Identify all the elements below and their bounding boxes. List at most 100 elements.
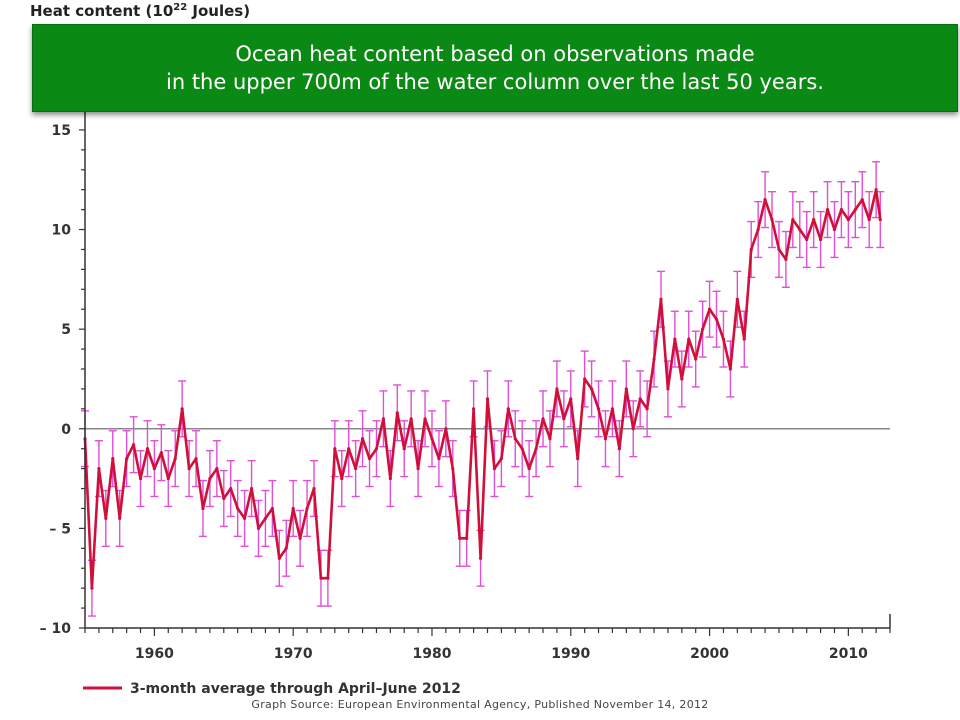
x-tick-label: 1960 bbox=[135, 646, 174, 662]
data-point bbox=[485, 397, 490, 401]
data-point bbox=[583, 377, 587, 381]
data-point bbox=[707, 307, 712, 311]
data-point bbox=[617, 447, 621, 451]
data-point bbox=[728, 367, 732, 371]
data-point bbox=[791, 217, 795, 222]
data-point bbox=[520, 447, 524, 451]
data-point bbox=[145, 447, 150, 451]
legend: 3-month average through April–June 2012 bbox=[83, 681, 461, 697]
data-point bbox=[437, 457, 441, 461]
data-point bbox=[548, 437, 552, 441]
x-tick-label: 1980 bbox=[412, 646, 451, 662]
data-point bbox=[319, 576, 323, 580]
data-point bbox=[638, 397, 642, 401]
data-point bbox=[326, 576, 330, 580]
data-point bbox=[784, 257, 788, 262]
data-point bbox=[763, 198, 767, 202]
data-point bbox=[819, 237, 823, 242]
y-tick-label: 5 bbox=[61, 322, 71, 338]
data-point bbox=[194, 457, 198, 461]
data-point bbox=[812, 217, 816, 222]
y-tick-label: – 10 bbox=[40, 621, 72, 637]
data-point bbox=[687, 337, 691, 341]
x-tick-label: 1990 bbox=[551, 646, 590, 662]
data-point bbox=[853, 208, 857, 212]
data-point bbox=[652, 357, 656, 361]
data-point bbox=[201, 506, 205, 511]
data-point bbox=[374, 447, 379, 451]
data-point bbox=[465, 536, 469, 540]
data-point bbox=[333, 447, 337, 451]
data-point bbox=[492, 467, 497, 471]
data-point bbox=[291, 506, 295, 511]
data-point bbox=[624, 387, 628, 391]
data-point bbox=[867, 217, 871, 222]
data-point bbox=[805, 237, 809, 242]
data-point bbox=[749, 247, 753, 252]
data-point bbox=[222, 496, 226, 501]
data-point bbox=[472, 407, 476, 411]
data-point bbox=[347, 447, 351, 451]
data-point bbox=[832, 227, 837, 232]
data-point bbox=[159, 451, 163, 455]
data-point bbox=[90, 586, 94, 590]
error-bars bbox=[81, 161, 885, 617]
data-point bbox=[104, 516, 108, 521]
data-point bbox=[354, 467, 358, 471]
data-point bbox=[402, 447, 406, 451]
data-point bbox=[569, 397, 573, 401]
data-point bbox=[756, 227, 760, 232]
data-point bbox=[416, 467, 420, 471]
data-point bbox=[215, 467, 219, 471]
data-point bbox=[270, 506, 274, 511]
chart-axes: – 10 – 5 0 5 10 15 1960 1970 1980 1990 2000 2010 bbox=[40, 109, 891, 662]
data-point bbox=[645, 407, 649, 411]
data-point bbox=[277, 556, 281, 560]
data-point bbox=[430, 437, 434, 441]
data-point bbox=[381, 417, 386, 421]
y-tick-label: – 5 bbox=[49, 521, 71, 537]
data-point bbox=[249, 486, 254, 491]
data-point bbox=[874, 188, 878, 192]
x-tick-label: 2010 bbox=[829, 646, 868, 662]
data-point bbox=[562, 417, 566, 421]
data-point bbox=[458, 536, 462, 540]
banner-line-2: in the upper 700m of the water column ov… bbox=[166, 70, 824, 94]
data-point bbox=[631, 427, 635, 431]
data-point bbox=[125, 457, 129, 461]
data-point bbox=[388, 476, 392, 481]
data-point bbox=[825, 208, 830, 212]
data-point bbox=[180, 407, 184, 411]
data-point bbox=[527, 467, 531, 471]
data-point bbox=[735, 297, 739, 301]
data-point bbox=[666, 387, 670, 391]
data-point bbox=[680, 377, 684, 381]
x-tick-label: 2000 bbox=[690, 646, 729, 662]
y-tick-label: 0 bbox=[61, 422, 71, 438]
data-point bbox=[610, 407, 615, 411]
data-point bbox=[118, 516, 122, 521]
data-point bbox=[340, 476, 344, 481]
data-point bbox=[236, 506, 240, 511]
data-point bbox=[298, 536, 302, 540]
y-tick-label: 10 bbox=[52, 223, 72, 239]
data-point bbox=[409, 417, 413, 421]
data-point bbox=[513, 437, 517, 441]
data-point bbox=[284, 546, 288, 550]
data-point bbox=[97, 467, 101, 471]
data-point bbox=[798, 227, 802, 232]
data-point bbox=[499, 457, 503, 461]
legend-label: 3-month average through April–June 2012 bbox=[130, 681, 461, 697]
series-layer bbox=[83, 188, 882, 590]
data-point bbox=[208, 476, 212, 481]
data-point bbox=[229, 486, 233, 491]
data-point bbox=[506, 407, 510, 411]
data-point bbox=[694, 357, 698, 361]
data-point bbox=[742, 337, 746, 341]
data-point bbox=[444, 427, 448, 431]
data-point bbox=[534, 447, 538, 451]
data-point bbox=[478, 556, 483, 560]
data-point bbox=[395, 411, 399, 415]
data-point bbox=[770, 217, 774, 222]
